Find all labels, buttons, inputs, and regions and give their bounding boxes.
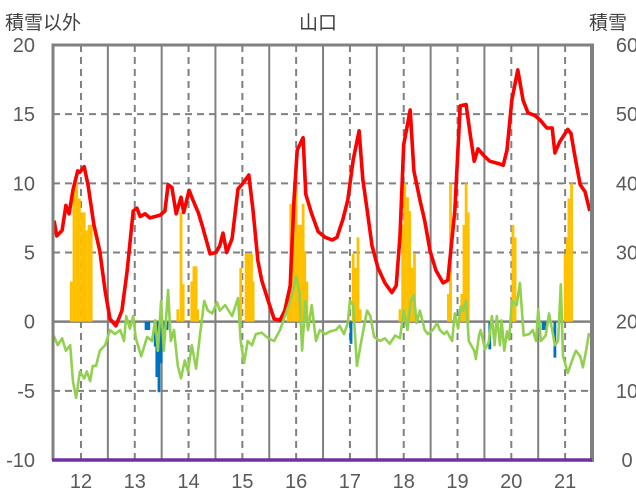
snow-bar [356, 237, 360, 322]
right-tick-label: 60 [616, 35, 636, 57]
snow-bar [80, 212, 84, 322]
left-tick-label: 15 [13, 104, 35, 126]
x-tick-label: 13 [124, 471, 146, 493]
snow-bar [84, 230, 88, 322]
snow-bar [406, 197, 409, 322]
snow-bar [511, 224, 515, 322]
right-tick-label: 20 [616, 312, 636, 334]
snow-bar [194, 266, 198, 322]
x-tick-label: 18 [393, 471, 415, 493]
snow-bar [179, 212, 183, 322]
snow-bar [403, 183, 407, 322]
snow-bar [244, 253, 248, 322]
negative-bar [157, 321, 161, 393]
negative-bar [159, 321, 163, 364]
snow-bar [565, 237, 569, 322]
snow-bar [192, 266, 196, 322]
snow-bar [303, 251, 307, 322]
right-axis-label: 積雪 [589, 12, 628, 34]
snow-bar [69, 281, 73, 322]
chart-title: 山口 [299, 12, 338, 34]
x-tick-label: 15 [231, 471, 253, 493]
snow-bar [513, 237, 517, 322]
left-tick-label: 20 [13, 35, 35, 57]
negative-bar [544, 321, 548, 330]
x-tick-label: 20 [500, 471, 522, 493]
right-tick-label: 50 [616, 104, 636, 126]
right-tick-label: 10 [616, 381, 636, 403]
right-tick-label: 0 [621, 450, 632, 472]
snow-bar [301, 204, 305, 322]
snow-bar [305, 281, 309, 322]
snow-bar [292, 204, 295, 322]
snow-bar [247, 253, 251, 322]
snow-bar [75, 183, 79, 322]
negative-bar [541, 321, 545, 330]
negative-bar [144, 321, 148, 330]
snow-bar [250, 253, 253, 322]
snow-bar [358, 309, 362, 322]
x-tick-label: 21 [554, 471, 576, 493]
x-tick-label: 12 [70, 471, 92, 493]
snow-bar [77, 198, 81, 322]
left-tick-label: 10 [13, 173, 35, 195]
left-tick-label: 5 [24, 243, 35, 265]
snow-bar [190, 281, 194, 322]
left-axis-label: 積雪以外 [5, 12, 82, 34]
negative-bar [349, 321, 353, 344]
snow-bar [294, 183, 298, 322]
left-tick-label: -5 [17, 381, 35, 403]
snow-bar [413, 253, 416, 322]
snow-bar [87, 224, 91, 322]
snow-bar [401, 224, 405, 322]
left-tick-label: 0 [24, 312, 35, 334]
snow-bar [351, 253, 355, 322]
snow-bar [181, 284, 185, 322]
snow-bar [89, 224, 93, 322]
negative-bar [165, 321, 169, 330]
green-series-line [51, 274, 593, 400]
snow-bar [398, 309, 402, 322]
snow-bar [410, 267, 414, 322]
right-tick-label: 40 [616, 173, 636, 195]
right-tick-label: 30 [616, 243, 636, 265]
snow-bar [464, 183, 468, 322]
left-tick-label: -10 [6, 450, 35, 472]
snow-bar [354, 267, 358, 322]
snow-bar [408, 211, 412, 322]
snow-bar [299, 224, 303, 322]
snow-bar [176, 309, 180, 322]
snow-bar [563, 253, 567, 322]
red-series-line [52, 68, 592, 328]
snow-bar [446, 294, 450, 322]
snow-bar [251, 281, 255, 322]
snow-bar [570, 183, 573, 322]
x-tick-label: 16 [285, 471, 307, 493]
x-tick-label: 17 [339, 471, 361, 493]
snow-bar [466, 212, 470, 322]
snow-bar [72, 183, 76, 322]
snow-bar [462, 224, 466, 322]
snow-bar [567, 198, 571, 322]
snow-bar [239, 267, 243, 322]
snow-bar [82, 212, 86, 322]
snow-bar [196, 309, 200, 322]
x-tick-label: 19 [446, 471, 468, 493]
x-tick-label: 14 [177, 471, 199, 493]
negative-bar [147, 321, 151, 330]
snow-bar [296, 224, 300, 322]
